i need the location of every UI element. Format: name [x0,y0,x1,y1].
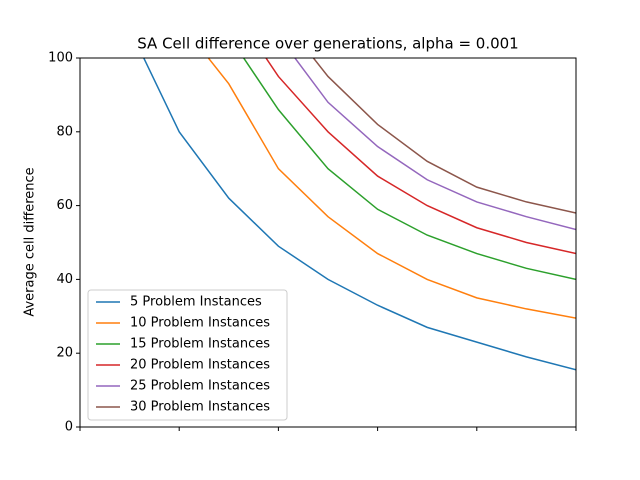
legend-label: 15 Problem Instances [130,337,270,352]
legend-label: 20 Problem Instances [130,358,270,373]
y-tick-label: 100 [48,51,73,66]
series-line [265,58,576,255]
y-tick-label: 20 [56,346,73,361]
y-tick-label: 80 [56,124,73,139]
legend-label: 30 Problem Instances [130,400,270,415]
legend-label: 5 Problem Instances [130,295,262,310]
series-line [242,58,576,281]
chart-title: SA Cell difference over generations, alp… [137,35,518,53]
legend-box [87,289,288,421]
series-line [293,58,576,231]
plot-area [142,58,576,371]
axes-frame [79,57,577,428]
series-line [142,58,576,371]
series-line [312,58,576,214]
y-tick-label: 60 [56,198,73,213]
series-line [207,58,576,319]
legend-label: 10 Problem Instances [130,316,270,331]
y-tick-label: 40 [56,272,73,287]
y-tick-label: 0 [65,420,73,435]
legend-label: 25 Problem Instances [130,379,270,394]
y-axis-label: Average cell difference [23,167,38,316]
